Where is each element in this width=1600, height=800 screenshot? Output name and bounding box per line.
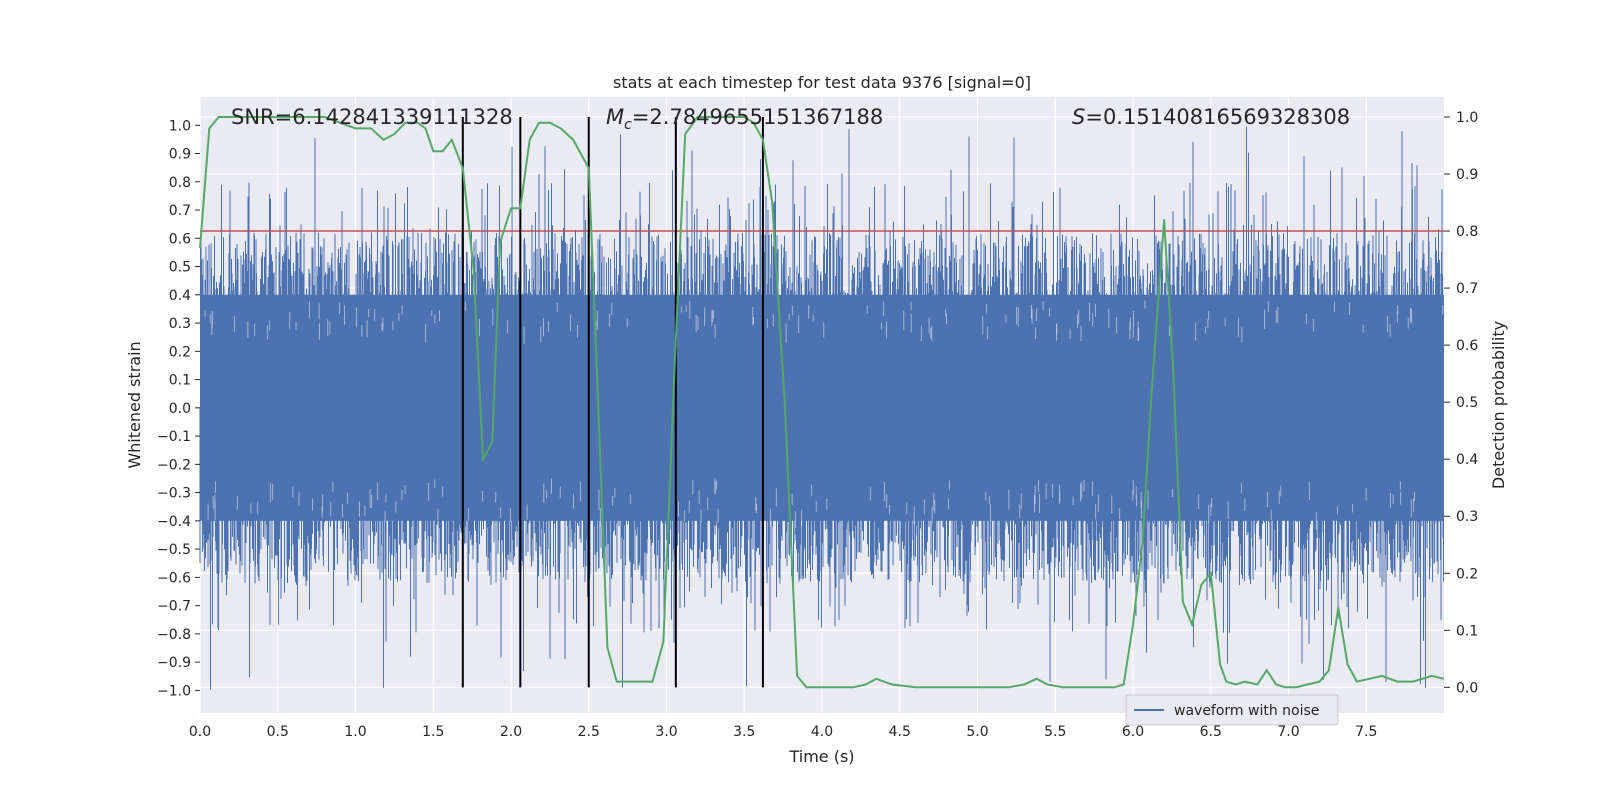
y-axis-label-left: Whitened strain (125, 341, 144, 468)
x-tick-label: 7.0 (1277, 724, 1299, 740)
x-tick-label: 2.0 (500, 724, 522, 740)
legend: waveform with noise (1125, 694, 1339, 726)
y-left-tick-label: −0.2 (157, 457, 191, 473)
y-left-tick-label: 0.2 (169, 344, 191, 360)
s-value: =0.15140816569328308 (1085, 105, 1350, 129)
y-right-tick-label: 0.2 (1456, 566, 1478, 582)
waveform-gaps (204, 300, 1447, 530)
legend-box (1125, 694, 1339, 726)
x-tick-label: 5.0 (966, 724, 988, 740)
y-left-tick-label: −0.7 (157, 599, 191, 615)
y-left-tick-label: −0.6 (157, 570, 191, 586)
chirp-mass-subscript: c (624, 117, 632, 133)
chirp-mass-symbol: M (606, 105, 624, 129)
y-right-tick-label: 0.1 (1456, 623, 1478, 639)
x-tick-label: 0.5 (267, 724, 289, 740)
y-left-tick-label: 0.8 (169, 175, 191, 191)
x-tick-label: 6.0 (1122, 724, 1144, 740)
y-left-tick-label: 0.6 (169, 231, 191, 247)
y-left-tick-label: 0.9 (169, 147, 191, 163)
detection-probability-line (199, 116, 1445, 689)
y-right-tick-label: 1.0 (1456, 110, 1478, 126)
x-tick-label: 4.5 (889, 724, 911, 740)
x-tick-label: 2.5 (578, 724, 600, 740)
x-tick-label: 6.5 (1200, 724, 1222, 740)
chirp-mass-annotation: Mc=2.7849655151367188 (606, 105, 883, 133)
y-left-tick-label: −0.1 (157, 429, 191, 445)
snr-annotation: SNR=6.142841339111328 (231, 105, 513, 129)
x-tick-label: 4.0 (811, 724, 833, 740)
y-right-tick-label: 0.0 (1456, 680, 1478, 696)
y-left-tick-label: 0.7 (169, 203, 191, 219)
x-tick-label: 0.0 (189, 724, 211, 740)
y-left-tick-label: 0.5 (169, 260, 191, 276)
axis-ticks: 0.0 0.5 1.0 1.5 2.0 2.5 3.0 3.5 4.0 4.5 5.0 5.5 6.0 6… (157, 110, 1478, 740)
y-left-tick-label: −0.5 (157, 542, 191, 558)
x-axis-label: Time (s) (788, 747, 854, 766)
s-annotation: S=0.15140816569328308 (1072, 105, 1350, 129)
legend-label: waveform with noise (1174, 703, 1319, 719)
x-tick-label: 1.0 (344, 724, 366, 740)
y-left-tick-label: −0.4 (157, 514, 191, 530)
y-right-tick-label: 0.4 (1456, 452, 1478, 468)
y-left-tick-label: 1.0 (169, 118, 191, 134)
x-tick-label: 3.5 (733, 724, 755, 740)
y-right-tick-label: 0.5 (1456, 395, 1478, 411)
y-left-tick-label: 0.0 (169, 401, 191, 417)
waveform-series (199, 126, 1447, 690)
y-right-tick-label: 0.8 (1456, 224, 1478, 240)
y-left-tick-label: 0.1 (169, 373, 191, 389)
y-right-tick-label: 0.9 (1456, 167, 1478, 183)
s-symbol: S (1072, 105, 1085, 129)
chirp-mass-value: =2.7849655151367188 (632, 105, 883, 129)
y-right-tick-label: 0.3 (1456, 509, 1478, 525)
y-axis-label-right: Detection probability (1489, 321, 1508, 489)
vertical-markers (461, 116, 764, 688)
y-left-tick-label: −0.8 (157, 627, 191, 643)
y-right-tick-label: 0.6 (1456, 338, 1478, 354)
x-tick-label: 7.5 (1355, 724, 1377, 740)
y-right-tick-label: 0.7 (1456, 281, 1478, 297)
x-tick-label: 3.0 (655, 724, 677, 740)
x-tick-label: 5.5 (1044, 724, 1066, 740)
y-left-tick-label: 0.3 (169, 316, 191, 332)
y-left-tick-label: −0.9 (157, 655, 191, 671)
y-left-tick-label: −0.3 (157, 486, 191, 502)
y-left-tick-label: −1.0 (157, 683, 191, 699)
y-left-tick-label: 0.4 (169, 288, 191, 304)
x-tick-label: 1.5 (422, 724, 444, 740)
chart-title: stats at each timestep for test data 937… (613, 73, 1031, 92)
